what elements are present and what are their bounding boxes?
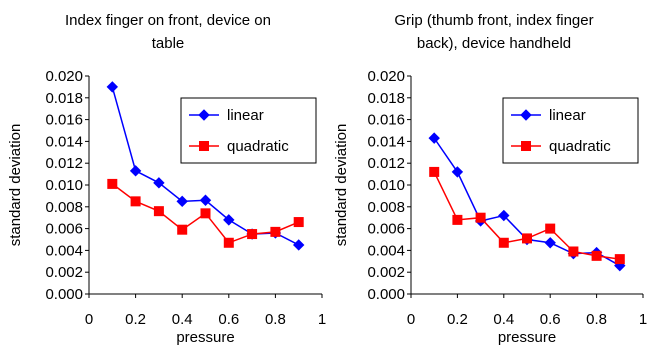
y-tick-label: 0.018 xyxy=(367,90,405,107)
y-tick-label: 0.010 xyxy=(367,177,405,194)
y-axis-label: standard deviation xyxy=(7,124,24,247)
y-tick-label: 0.020 xyxy=(45,68,83,85)
legend: linear quadratic xyxy=(502,97,639,164)
data-point-quadratic xyxy=(522,233,532,244)
x-tick-label: 0 xyxy=(85,311,93,328)
data-point-quadratic xyxy=(614,254,625,265)
legend-marker-linear xyxy=(198,109,210,121)
y-tick-label: 0.004 xyxy=(367,242,405,259)
data-point-quadratic xyxy=(107,178,118,189)
y-tick-label: 0.018 xyxy=(45,90,83,107)
chart-panel-2: Grip (thumb front, index finger back), de… xyxy=(333,12,647,346)
data-point-quadratic xyxy=(223,237,234,248)
data-point-quadratic xyxy=(130,196,141,207)
y-tick-label: 0.004 xyxy=(45,242,83,259)
data-point-quadratic xyxy=(247,229,258,240)
data-point-quadratic xyxy=(293,217,304,228)
y-tick-label: 0.014 xyxy=(367,133,405,150)
x-tick-label: 0.8 xyxy=(586,311,607,328)
chart-title-line: Index finger on front, device on xyxy=(65,12,271,29)
legend: linear quadratic xyxy=(180,97,317,164)
data-point-quadratic xyxy=(177,224,188,235)
x-tick-label: 0.8 xyxy=(265,311,286,328)
legend-box xyxy=(180,97,317,164)
chart-title-line: table xyxy=(152,35,185,52)
x-tick-label: 1 xyxy=(318,311,326,328)
y-tick-label: 0.008 xyxy=(367,199,405,216)
y-tick-label: 0.016 xyxy=(45,112,83,129)
x-tick-label: 0.4 xyxy=(172,311,193,328)
y-tick-label: 0.012 xyxy=(45,155,83,172)
chart-title-line: back), device handheld xyxy=(417,35,571,52)
legend-box xyxy=(502,97,639,164)
data-point-quadratic xyxy=(498,237,509,248)
y-tick-label: 0.014 xyxy=(45,133,83,150)
y-tick-label: 0.008 xyxy=(45,199,83,216)
x-tick-label: 0.4 xyxy=(493,311,514,328)
y-tick-label: 0.020 xyxy=(367,68,405,85)
data-point-quadratic xyxy=(452,214,463,225)
y-tick-label: 0.006 xyxy=(45,221,83,238)
x-tick-label: 1 xyxy=(639,311,647,328)
legend-label-quadratic: quadratic xyxy=(549,138,611,155)
x-tick-label: 0.6 xyxy=(218,311,239,328)
y-tick-label: 0.002 xyxy=(45,264,83,281)
data-point-quadratic xyxy=(568,246,579,257)
legend-marker-quadratic xyxy=(199,141,209,151)
legend-label-linear: linear xyxy=(549,107,586,124)
data-point-linear xyxy=(153,177,165,189)
data-point-quadratic xyxy=(475,212,486,223)
x-tick-label: 0.2 xyxy=(447,311,468,328)
x-axis-label: pressure xyxy=(176,329,234,346)
data-point-linear xyxy=(199,194,212,206)
legend-label-quadratic: quadratic xyxy=(227,138,289,155)
data-point-linear xyxy=(106,81,119,93)
data-point-quadratic xyxy=(270,226,281,237)
y-axis-label: standard deviation xyxy=(333,124,350,247)
data-point-linear xyxy=(451,166,464,178)
y-tick-label: 0.002 xyxy=(367,264,405,281)
data-point-linear xyxy=(498,209,510,222)
chart-title-line: Grip (thumb front, index finger xyxy=(394,12,593,29)
data-point-quadratic xyxy=(429,166,440,177)
legend-marker-linear xyxy=(520,109,532,121)
data-point-quadratic xyxy=(545,223,556,234)
y-tick-label: 0.000 xyxy=(45,286,83,303)
y-tick-label: 0.000 xyxy=(367,286,405,303)
y-tick-label: 0.012 xyxy=(367,155,405,172)
y-tick-label: 0.010 xyxy=(45,177,83,194)
legend-label-linear: linear xyxy=(227,107,264,124)
x-tick-label: 0.6 xyxy=(540,311,561,328)
legend-marker-quadratic xyxy=(521,141,531,151)
chart-panel-1: Index finger on front, device on table 0.0… xyxy=(7,12,326,346)
data-point-linear xyxy=(223,214,235,226)
x-tick-label: 0.2 xyxy=(125,311,146,328)
data-point-linear xyxy=(428,132,440,144)
y-tick-label: 0.016 xyxy=(367,112,405,129)
data-point-linear xyxy=(176,195,188,208)
data-point-linear xyxy=(129,165,142,177)
data-point-linear xyxy=(292,239,305,251)
y-tick-label: 0.006 xyxy=(367,221,405,238)
data-point-quadratic xyxy=(591,250,602,261)
x-tick-label: 0 xyxy=(407,311,415,328)
data-point-quadratic xyxy=(200,208,211,219)
x-axis-label: pressure xyxy=(498,329,556,346)
data-point-quadratic xyxy=(153,206,164,217)
data-point-linear xyxy=(544,237,556,249)
